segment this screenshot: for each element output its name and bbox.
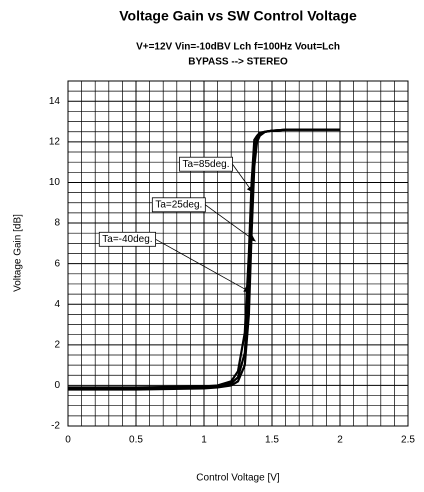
data-line <box>68 128 340 389</box>
y-tick-label: 14 <box>49 96 61 107</box>
annotation-arrowhead <box>246 185 253 193</box>
annotation-text: Ta=85deg. <box>183 159 230 170</box>
x-tick-label: 0.5 <box>129 435 143 446</box>
annotation-arrowhead <box>243 286 251 293</box>
plot-frame <box>67 80 409 427</box>
chart-title: Voltage Gain vs SW Control Voltage <box>119 8 357 24</box>
annotation-arrow <box>205 204 256 242</box>
y-tick-label: 2 <box>54 339 60 350</box>
y-tick-label: 4 <box>54 299 60 310</box>
x-tick-label: 1.5 <box>265 435 279 446</box>
y-tick-label: 10 <box>49 177 61 188</box>
x-tick-label: 2 <box>337 435 343 446</box>
chart-subtitle: BYPASS --> STEREO <box>188 57 288 68</box>
annotation-text: Ta=25deg. <box>155 199 202 210</box>
x-tick-label: 1 <box>201 435 207 446</box>
annotation-arrow <box>155 238 251 293</box>
y-axis-label: Voltage Gain [dB] <box>13 214 24 292</box>
y-tick-label: 6 <box>54 258 60 269</box>
x-tick-label: 0 <box>65 435 71 446</box>
chart-subtitle: V+=12V Vin=-10dBV Lch f=100Hz Vout=Lch <box>136 42 340 53</box>
y-tick-label: 8 <box>54 218 60 229</box>
y-tick-label: 0 <box>54 380 60 391</box>
y-tick-label: 12 <box>49 137 61 148</box>
annotation-arrowhead <box>248 235 256 242</box>
x-axis-label: Control Voltage [V] <box>196 473 280 484</box>
y-tick-label: -2 <box>51 421 60 432</box>
annotation-text: Ta=-40deg. <box>102 234 152 245</box>
x-tick-label: 2.5 <box>401 435 415 446</box>
